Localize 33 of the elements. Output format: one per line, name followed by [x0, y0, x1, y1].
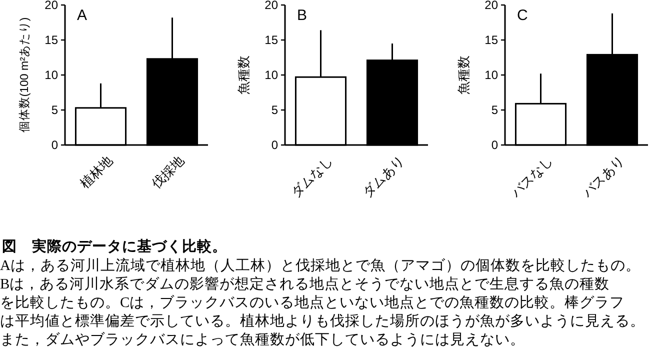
- x-tick-label: バスあり: [578, 152, 627, 202]
- text: は平均値と標準偏差で示している。植林地よりも伐採した場所のほうが魚が多いように見える。: [0, 312, 645, 330]
- y-tick-label: 15: [44, 33, 58, 48]
- y-axis-title: 魚種数: [456, 56, 471, 94]
- x-tick-label: ダムあり: [359, 152, 407, 200]
- y-tick-label: 10: [264, 68, 278, 82]
- y-tick-label: 5: [51, 103, 58, 118]
- y-tick-label: 20: [44, 0, 58, 12]
- x-tick-label: ダムなし: [288, 152, 336, 200]
- text: Aは，ある河川上流域で植林地（人工林）と伐採地とで魚（アマゴ）の個体数を比較したもの。: [0, 257, 640, 274]
- x-tick-label: 植林地: [77, 152, 116, 192]
- chart-title: C: [517, 7, 528, 24]
- chart-title: A: [77, 7, 88, 24]
- y-tick-label: 10: [44, 68, 58, 82]
- x-tick-label: バスなし: [507, 152, 556, 202]
- text: Bは，ある河川水系でダムの影響が想定される地点とそうでない地点とで生息する魚の種数: [0, 276, 610, 292]
- text: 図 実際のデータに基づく比較。: [2, 237, 227, 255]
- text: また，ダムやブラックバスによって魚種数が低下しているようには見えない。: [0, 331, 525, 347]
- x-tick-label: 伐採地: [148, 152, 187, 192]
- y-tick-label: 5: [271, 103, 278, 118]
- y-tick-label: 0: [51, 138, 58, 152]
- y-tick-label: 5: [491, 103, 498, 118]
- chart-title: B: [297, 7, 308, 24]
- y-tick-label: 0: [271, 138, 278, 152]
- text: を比較したもの。Cは，ブラックバスのいる地点といない地点とでの魚種数の比較。棒グラフ: [0, 294, 625, 311]
- y-axis-title: 魚種数: [236, 56, 251, 94]
- y-tick-label: 15: [264, 33, 278, 48]
- y-tick-label: 15: [484, 33, 498, 48]
- y-tick-label: 20: [264, 0, 278, 12]
- y-tick-label: 0: [491, 138, 498, 152]
- y-tick-label: 10: [484, 68, 498, 82]
- y-axis-title: 個体数(100 m²あたり): [18, 17, 31, 133]
- y-tick-label: 20: [484, 0, 498, 12]
